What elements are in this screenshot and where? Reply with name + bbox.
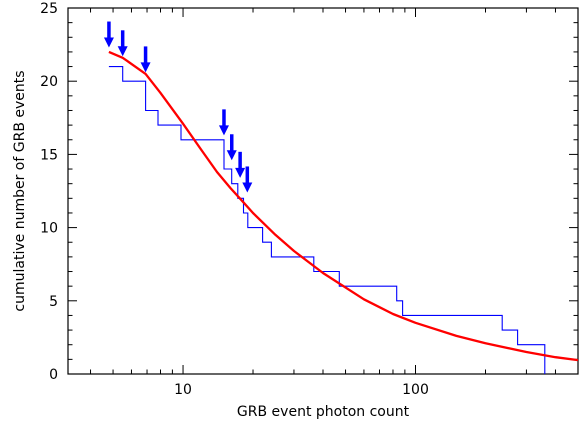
y-axis-label: cumulative number of GRB events [12,70,28,311]
y-tick-label: 0 [49,367,58,383]
arrow-head [242,182,253,193]
series-layer [108,50,579,374]
y-tick-label: 20 [40,74,58,90]
fit-curve [108,50,579,362]
arrow-marker [117,30,128,57]
arrow-marker [235,151,246,178]
x-tick-label: 100 [402,382,429,398]
arrow-head [235,167,246,178]
y-tick-label: 10 [40,221,58,237]
arrow-marker [140,46,151,73]
tick-labels: 10 100 0 5 10 15 20 25 [40,1,429,398]
axis-ticks [68,7,579,375]
arrow-head [226,150,237,161]
arrow-head [218,125,229,136]
x-axis-label: GRB event photon count [237,404,410,420]
y-tick-label: 5 [49,294,58,310]
y-tick-label: 15 [40,147,58,163]
marker-layer [103,21,253,193]
arrow-marker [218,109,229,136]
arrow-head [103,37,114,48]
y-tick-label: 25 [40,1,58,17]
arrow-head [140,62,151,73]
x-tick-label: 10 [174,382,192,398]
step-line [108,66,546,374]
arrow-head [117,46,128,57]
arrow-marker [103,21,114,48]
arrow-marker [226,134,237,161]
arrow-marker [242,166,253,193]
